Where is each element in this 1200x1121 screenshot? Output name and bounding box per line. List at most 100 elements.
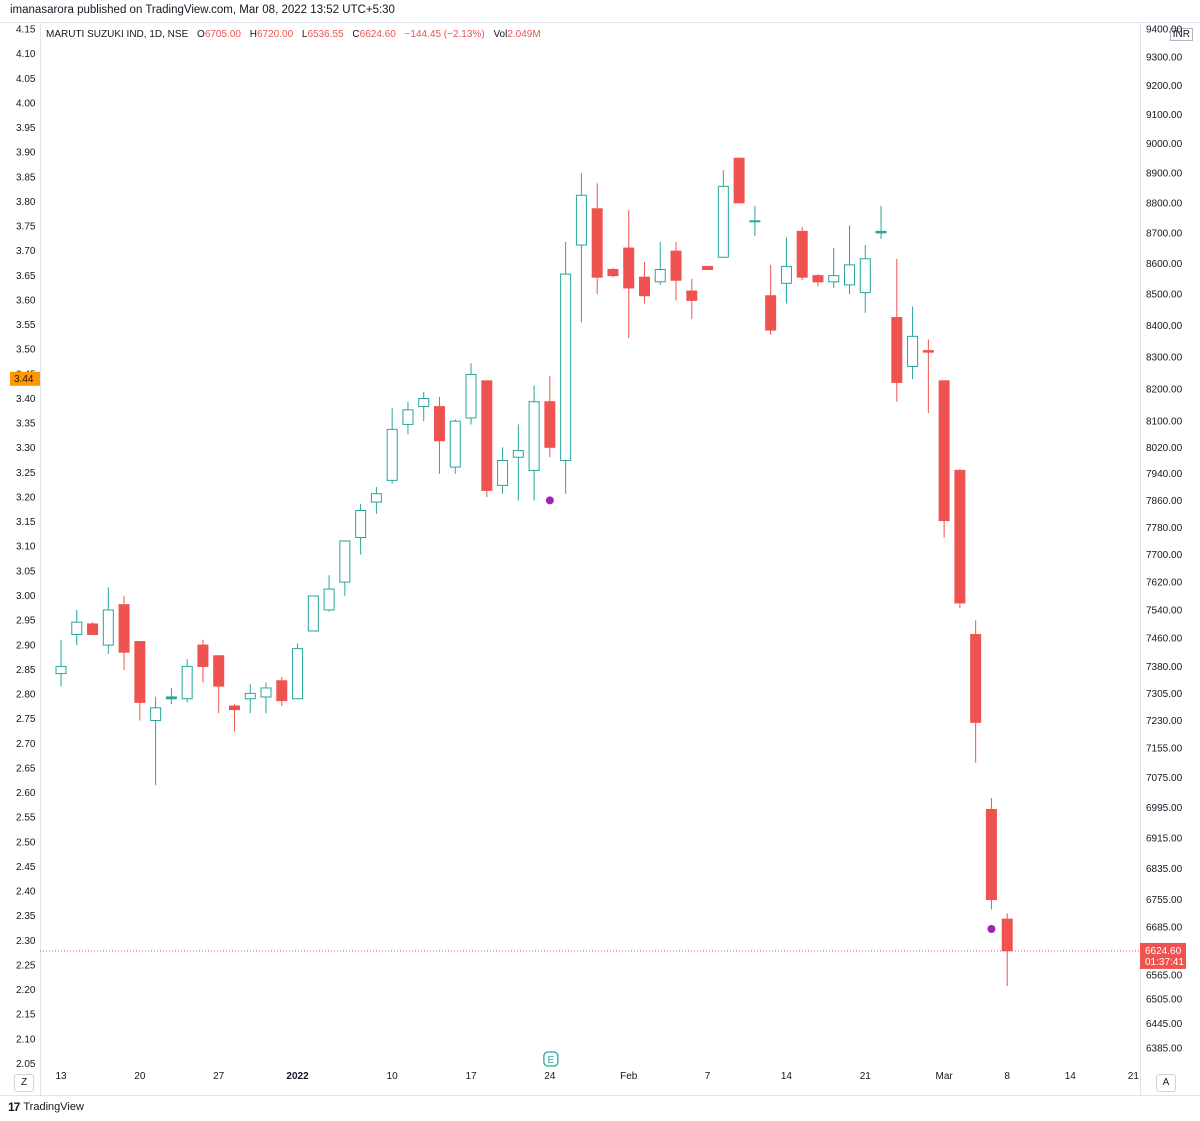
right-axis-tick-label: 8100.00 (1146, 417, 1183, 428)
candle-body (654, 268, 666, 283)
legend-low-label: L (301, 29, 308, 40)
right-axis-tick-label: 8600.00 (1146, 259, 1183, 270)
left-axis-tick-label: 2.35 (16, 911, 36, 922)
candle-body (55, 665, 67, 675)
candle (638, 261, 650, 304)
candle-body (355, 509, 367, 539)
candle (922, 339, 934, 414)
legend-high-label: H (249, 29, 257, 40)
x-axis-tick-label: 14 (781, 1071, 793, 1082)
publisher-caption: imanasarora published on TradingView.com… (10, 4, 395, 16)
legend-open: 6705.00 (204, 29, 241, 40)
candle-body (560, 273, 572, 461)
auto-scale-button[interactable]: A (1156, 1074, 1176, 1092)
right-axis-tick-label: 7155.00 (1146, 744, 1183, 755)
candle (907, 306, 919, 380)
candle (386, 408, 398, 484)
candle-body (702, 265, 714, 270)
left-axis-tick-label: 3.40 (16, 394, 36, 405)
x-axis-tick-label: 20 (134, 1071, 146, 1082)
legend-open-label: O (197, 29, 205, 40)
x-axis-tick-label: 13 (55, 1071, 67, 1082)
right-axis-tick-label: 7305.00 (1146, 689, 1183, 700)
candlestick-chart[interactable]: 9400.00 9300.00 9200.00 9100.00 9000.00 8900.… (0, 22, 1200, 1094)
right-axis-tick-label: 6385.00 (1146, 1044, 1183, 1055)
candle (449, 419, 461, 474)
right-axis-tick-label: 7700.00 (1146, 550, 1183, 561)
candle-body (812, 275, 824, 283)
auto-scale-left-button[interactable]: Z (14, 1074, 34, 1092)
candle-body (938, 380, 950, 522)
candle-body (922, 350, 934, 353)
left-axis-tick-label: 3.85 (16, 172, 36, 183)
right-axis-tick-label: 7540.00 (1146, 605, 1183, 616)
left-axis-tick-label: 2.60 (16, 788, 36, 799)
candle (954, 468, 966, 609)
left-axis-tick-label: 3.55 (16, 320, 36, 331)
candle-body (1001, 918, 1013, 952)
left-axis-tick-label: 3.25 (16, 468, 36, 479)
currency-label[interactable]: INR (1169, 28, 1193, 41)
legend-symbol[interactable]: MARUTI SUZUKI IND, 1D, NSE (46, 29, 189, 40)
candle (213, 655, 225, 714)
candle-body (765, 295, 777, 331)
candle-body (607, 268, 619, 277)
candle-body (276, 680, 288, 702)
left-axis-tick-label: 2.50 (16, 837, 36, 848)
candle (402, 401, 414, 435)
x-axis-tick-label: 21 (860, 1071, 872, 1082)
candle (859, 245, 871, 313)
x-axis-tick-label: 21 (1128, 1071, 1140, 1082)
tradingview-logo-icon: 17 (8, 1100, 20, 1114)
signal-dot (545, 496, 554, 505)
candle-body (87, 623, 99, 635)
candle-body (670, 250, 682, 281)
candle-body (623, 247, 635, 289)
left-axis-tick-label: 2.95 (16, 616, 36, 627)
candle (134, 641, 146, 721)
legend-vol-label: Vol (493, 29, 508, 40)
left-axis-tick-label: 3.70 (16, 246, 36, 257)
candle (702, 265, 714, 270)
candle (970, 620, 982, 763)
candle-body (181, 665, 193, 700)
right-axis-tick-label: 6565.00 (1146, 970, 1183, 981)
left-axis-tick-label: 3.10 (16, 542, 36, 553)
candle-body (891, 317, 903, 383)
left-axis-tick-label: 3.20 (16, 492, 36, 503)
candle (244, 684, 256, 714)
legend-low: 6536.55 (307, 29, 344, 40)
candle (512, 424, 524, 501)
candle (71, 609, 83, 646)
candle (260, 682, 272, 714)
candle (623, 210, 635, 338)
candle-body (449, 420, 461, 468)
left-axis-tick-label: 2.15 (16, 1010, 36, 1021)
candle-body (749, 220, 761, 223)
candle-body (228, 705, 240, 711)
candle-body (828, 275, 840, 283)
left-axis-tick-label: 2.80 (16, 690, 36, 701)
candle (812, 274, 824, 287)
left-axis-tick-label: 4.05 (16, 74, 36, 85)
right-price-axis[interactable] (1140, 23, 1200, 1095)
right-axis-tick-label: 6915.00 (1146, 833, 1183, 844)
left-axis-tick-label: 2.30 (16, 936, 36, 947)
candle-body (985, 808, 997, 901)
x-axis-tick-label: 14 (1065, 1071, 1077, 1082)
candle (607, 267, 619, 278)
candle (575, 173, 587, 323)
candle (276, 677, 288, 707)
candle-body (433, 406, 445, 442)
candle (433, 396, 445, 474)
candle-body (733, 157, 745, 204)
candle (591, 183, 603, 295)
candle-body (418, 397, 430, 408)
left-price-axis[interactable] (0, 23, 41, 1095)
candle-body (859, 258, 871, 294)
right-axis-tick-label: 8900.00 (1146, 169, 1183, 180)
candle (796, 226, 808, 281)
candle (780, 237, 792, 304)
candle (181, 659, 193, 703)
candle-body (323, 588, 335, 611)
